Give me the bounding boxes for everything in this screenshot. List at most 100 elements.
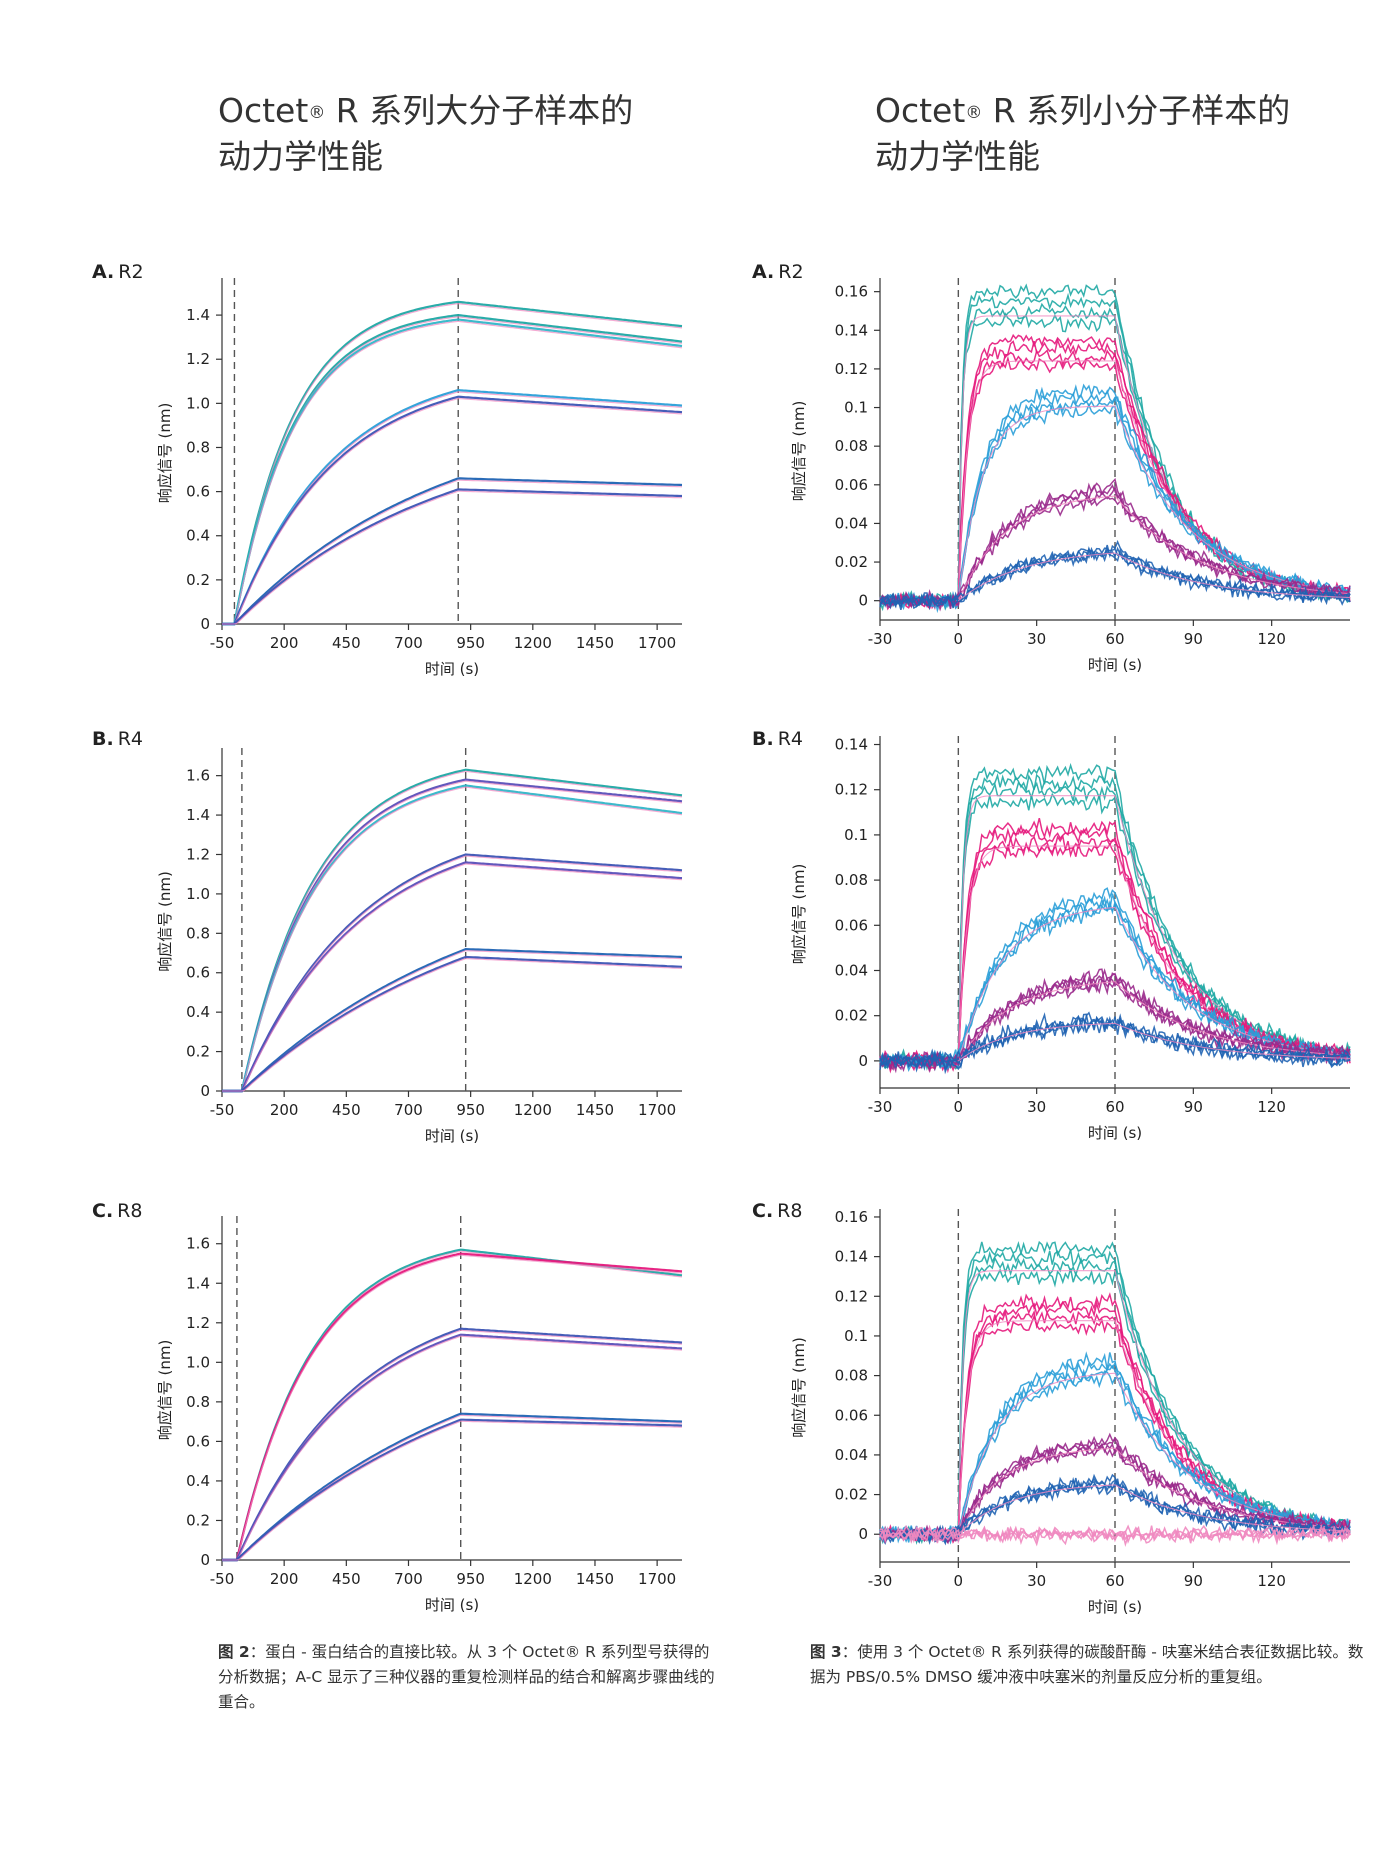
binding-curve-blue [222, 950, 683, 1092]
panel-instrument: R8 [117, 1200, 142, 1222]
binding-curve-royal [222, 853, 683, 1093]
fit-curve-blue [957, 1484, 1351, 1535]
panel-label-large-r8: C. R8 [92, 1200, 142, 1222]
x-tick-label: -30 [868, 1572, 893, 1590]
y-tick-label: 0.16 [835, 283, 868, 301]
x-tick-label: -50 [210, 1101, 235, 1119]
x-tick-label: -30 [868, 1098, 893, 1116]
x-tick-label: 0 [954, 1572, 964, 1590]
chart-large-r8: C. R8 0 0.2 0.4 0.6 0.8 1.0 1.2 1.4 1.6 -50 200 450 70… [92, 1200, 683, 1614]
y-tick-label: 0.02 [835, 1486, 868, 1504]
sensorgram-pink [879, 1524, 1351, 1545]
x-tick-label: 700 [394, 1570, 423, 1588]
x-tick-label: 120 [1257, 1572, 1286, 1590]
y-tick-label: 0.14 [835, 1248, 868, 1266]
y-tick-label: 0 [200, 615, 210, 633]
x-tick-label: 700 [394, 1101, 423, 1119]
x-tick-label: 30 [1027, 630, 1046, 648]
y-tick-label: 0.4 [186, 1472, 210, 1490]
fit-curve-purple [957, 495, 1351, 601]
y-tick-label: 1.2 [186, 1314, 210, 1332]
binding-curve-teal [222, 313, 683, 626]
binding-curve-royal [222, 1329, 683, 1561]
panel-label-small-r4: B. R4 [752, 728, 803, 750]
x-tick-label: 90 [1184, 1572, 1203, 1590]
y-tick-label: 0.04 [835, 961, 868, 979]
x-tick-label: 1700 [638, 634, 676, 652]
binding-curve-sky [222, 388, 683, 626]
x-tick-label: 450 [332, 1570, 361, 1588]
sensorgram-purple [879, 977, 1351, 1074]
y-tick-label: 0.4 [186, 527, 210, 545]
binding-curve-cyan [222, 784, 683, 1093]
y-tick-label: 0.14 [835, 321, 868, 339]
x-tick-label: 1450 [576, 1101, 614, 1119]
y-tick-label: 1.2 [186, 350, 210, 368]
binding-curve-royal [222, 957, 683, 1092]
fit-curve-sky [957, 1372, 1351, 1535]
binding-curve-royal [222, 395, 683, 626]
panel-letter: B. [92, 728, 114, 750]
panel-label-small-r8: C. R8 [752, 1200, 802, 1222]
sensorgram-blue [879, 539, 1351, 610]
chart-small-r8: C. R8 0 0.02 0.04 0.06 0.08 0.1 0.12 0.14 0.16 -30 0… [752, 1200, 1351, 1616]
binding-curve-blue [222, 479, 683, 625]
y-tick-label: 0.1 [844, 399, 868, 417]
binding-curve-violet [222, 863, 683, 1092]
y-tick-label: 1.0 [186, 1353, 210, 1371]
panel-letter: C. [752, 1200, 773, 1222]
binding-curve-teal [222, 770, 683, 1092]
binding-curve-royal [222, 490, 683, 625]
y-tick-label: 0 [200, 1551, 210, 1569]
x-tick-label: 200 [270, 1101, 299, 1119]
x-tick-label: 450 [332, 1101, 361, 1119]
figure-3-text: ：使用 3 个 Octet® R 系列获得的碳酸酐酶 - 呋塞米结合表征数据比较… [810, 1643, 1364, 1686]
y-tick-label: 0.2 [186, 571, 210, 589]
binding-curve-blue [222, 477, 683, 626]
heading-left-brand: Octet [218, 91, 309, 130]
fit-curve-blue [957, 1022, 1351, 1062]
figure-3-label: 图 3 [810, 1643, 842, 1661]
y-tick-label: 0.2 [186, 1043, 210, 1061]
x-tick-label: 90 [1184, 630, 1203, 648]
y-axis-label: 响应信号 (nm) [156, 403, 174, 504]
y-tick-label: 0.08 [835, 437, 868, 455]
y-tick-label: 0.06 [835, 476, 868, 494]
binding-curve-teal [222, 302, 683, 625]
x-tick-label: 1200 [514, 1570, 552, 1588]
y-axis-label: 响应信号 (nm) [790, 401, 808, 502]
x-axis-label: 时间 (s) [425, 1596, 479, 1614]
y-tick-label: 1.4 [186, 806, 210, 824]
y-tick-label: 1.2 [186, 845, 210, 863]
y-tick-label: 0.8 [186, 438, 210, 456]
x-tick-label: 0 [954, 630, 964, 648]
y-tick-label: 0.02 [835, 553, 868, 571]
y-tick-label: 0.16 [835, 1208, 868, 1226]
fit-curve-blue [957, 552, 1351, 602]
binding-curve-blue [222, 947, 683, 1093]
left-section-heading: Octet® R 系列大分子样本的 动力学性能 [218, 88, 633, 180]
y-tick-label: 0.04 [835, 1446, 868, 1464]
binding-curve-teal [222, 316, 683, 625]
figure-3-caption: 图 3：使用 3 个 Octet® R 系列获得的碳酸酐酶 - 呋塞米结合表征数… [810, 1640, 1370, 1690]
binding-curve-magenta [222, 1254, 683, 1561]
x-tick-label: 30 [1027, 1098, 1046, 1116]
x-tick-label: 1200 [514, 1101, 552, 1119]
binding-curve-violet [222, 1333, 683, 1562]
heading-left-line1: R 系列大分子样本的 [325, 91, 634, 130]
x-tick-label: 60 [1105, 1098, 1124, 1116]
binding-curve-cyan [222, 318, 683, 626]
y-tick-label: 1.0 [186, 885, 210, 903]
x-tick-label: 1700 [638, 1570, 676, 1588]
y-tick-label: 1.6 [186, 1235, 210, 1253]
y-tick-label: 0.12 [835, 781, 868, 799]
y-tick-label: 1.0 [186, 394, 210, 412]
x-tick-label: 120 [1257, 630, 1286, 648]
y-tick-label: 0.4 [186, 1003, 210, 1021]
binding-curve-violet [222, 1335, 683, 1561]
x-tick-label: 200 [270, 1570, 299, 1588]
sensorgram-teal [879, 302, 1351, 611]
panel-instrument: R4 [118, 728, 143, 750]
y-tick-label: 0 [858, 1052, 868, 1070]
x-axis-label: 时间 (s) [1088, 1598, 1142, 1616]
